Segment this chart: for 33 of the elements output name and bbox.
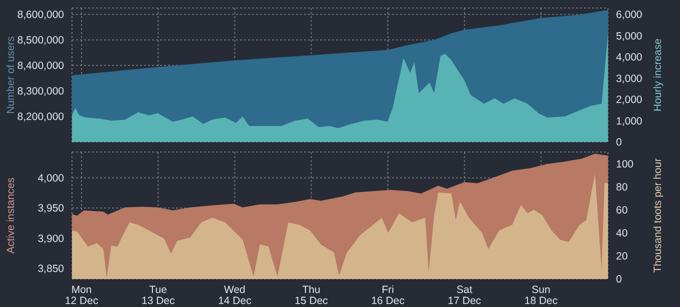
y-tick-label: 8,500,000 (17, 34, 64, 47)
y-tick-label: 8,300,000 (17, 86, 64, 98)
y2-tick-label: 2,000 (616, 94, 642, 106)
y-tick-label: 3,900 (38, 232, 64, 245)
x-tick-label: Fri 16 Dec (371, 284, 404, 307)
y2-tick-label: 6,000 (616, 9, 642, 22)
y-tick-label: 8,600,000 (17, 9, 64, 22)
y2-tick-label: 1,000 (616, 115, 642, 128)
y2-axis-title: Hourly increase (652, 38, 664, 112)
x-tick-label: Thu 15 Dec (294, 284, 328, 307)
y2-tick-label: 100 (616, 158, 634, 170)
x-tick-label: Mon 12 Dec (64, 284, 98, 307)
x-tick-label: Sun 18 Dec (524, 284, 558, 307)
y2-tick-label: 4,000 (616, 52, 642, 64)
y-axis-title: Number of users (5, 36, 17, 114)
y2-tick-label: 0 (616, 136, 622, 149)
y2-axis-title: Thousand toots per hour (652, 158, 664, 273)
x-tick-label: Wed 14 Dec (218, 284, 252, 307)
y-tick-label: 3,950 (38, 202, 64, 215)
y2-tick-label: 40 (616, 228, 628, 240)
y-tick-label: 8,400,000 (17, 60, 64, 72)
y2-tick-label: 20 (616, 250, 628, 263)
y-axis-title: Active instances (5, 178, 17, 254)
y2-tick-label: 60 (616, 204, 628, 216)
x-tick-label: Tue 13 Dec (142, 284, 175, 307)
x-tick-label: Sat 17 Dec (448, 284, 482, 307)
y-tick-label: 8,200,000 (17, 111, 64, 124)
y2-tick-label: 0 (616, 274, 622, 286)
y2-tick-label: 80 (616, 181, 628, 194)
y-tick-label: 3,850 (38, 262, 64, 275)
y2-tick-label: 5,000 (616, 30, 642, 42)
y-tick-label: 4,000 (38, 172, 64, 185)
y2-tick-label: 3,000 (616, 72, 642, 85)
